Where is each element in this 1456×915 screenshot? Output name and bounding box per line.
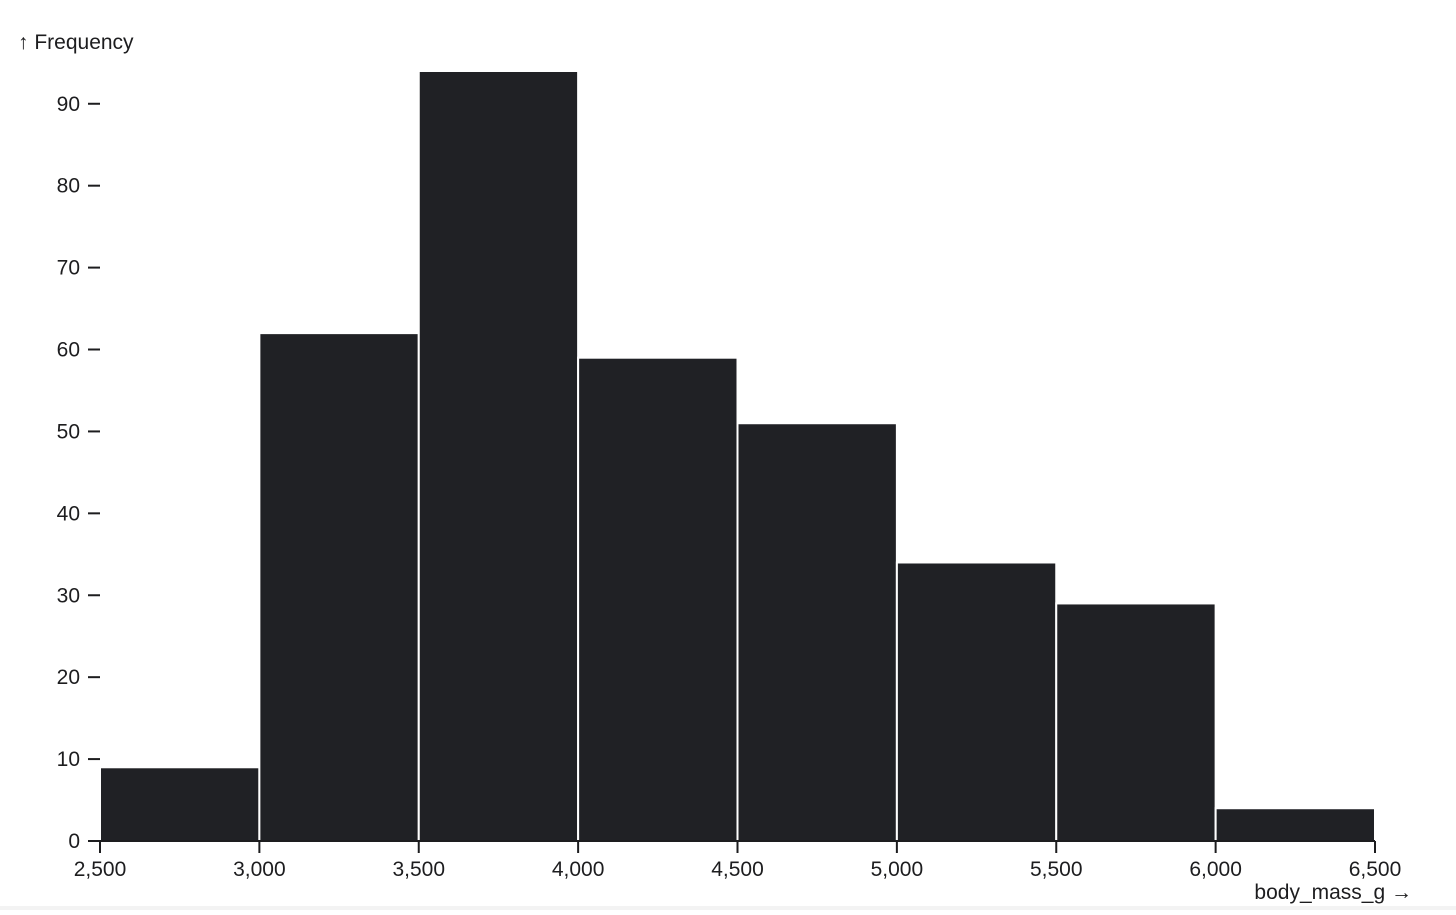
- y-tick-label-5: 50: [57, 420, 80, 443]
- y-tick-label-3: 30: [57, 584, 80, 607]
- x-tick-label-5: 5,000: [871, 858, 924, 881]
- y-axis-label: ↑ Frequency: [18, 31, 134, 54]
- y-tick-label-6: 60: [57, 339, 80, 362]
- y-tick-label-9: 90: [57, 93, 80, 116]
- histogram-bar-7: [1214, 807, 1376, 843]
- histogram-bar-0: [99, 766, 261, 843]
- y-tick-label-4: 40: [57, 502, 80, 525]
- y-tick-label-0: 0: [68, 830, 80, 853]
- x-axis: 2,500 3,000 3,500 4,000 4,500 5,000 5,500 6,000…: [74, 840, 1402, 881]
- y-tick-label-2: 20: [57, 666, 80, 689]
- x-tick-label-8: 6,500: [1349, 858, 1402, 881]
- x-tick-label-3: 4,000: [552, 858, 605, 881]
- histogram-bar-3: [577, 356, 739, 842]
- x-tick-label-2: 3,500: [392, 858, 445, 881]
- x-tick-label-6: 5,500: [1030, 858, 1083, 881]
- histogram-bar-2: [417, 70, 580, 842]
- x-axis-label: body_mass_g →: [1254, 881, 1412, 904]
- y-tick-label-7: 70: [57, 257, 80, 280]
- histogram-bar-6: [1055, 602, 1217, 843]
- x-tick-label-4: 4,500: [711, 858, 764, 881]
- histogram-bar-1: [258, 332, 420, 842]
- y-tick-label-8: 80: [57, 175, 80, 198]
- x-tick-label-0: 2,500: [74, 858, 127, 881]
- bottom-strip: [0, 906, 1456, 910]
- histogram-bar-5: [895, 561, 1058, 843]
- bars-layer: [99, 70, 1376, 843]
- histogram-bar-4: [736, 422, 898, 842]
- x-tick-label-7: 6,000: [1189, 858, 1242, 881]
- y-axis: 0 10 20 30 40 50 60 70 80 90: [57, 93, 100, 853]
- x-tick-label-1: 3,000: [233, 858, 286, 881]
- y-tick-label-1: 10: [57, 748, 80, 771]
